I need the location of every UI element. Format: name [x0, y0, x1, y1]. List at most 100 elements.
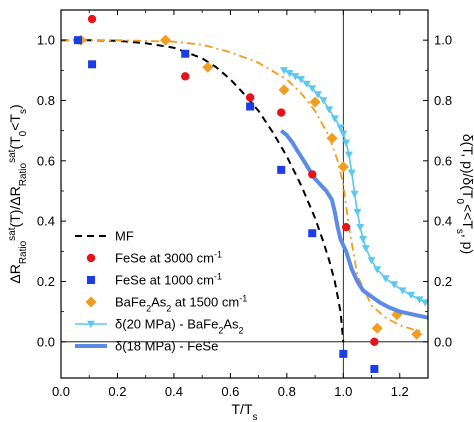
x-axis-ticks: 0.0 0.2 0.4 0.6 0.8 1.0 1.2: [52, 10, 409, 399]
data-point: [398, 287, 407, 295]
data-point: [339, 349, 348, 358]
data-point: [308, 229, 317, 238]
x-tick-label: 0.4: [165, 384, 183, 399]
data-point: [159, 34, 171, 46]
y-axis-left-title: ΔRRatiosat(T)/ΔRRatiosat(T0<Ts): [7, 104, 29, 283]
data-point: [390, 281, 399, 289]
data-point: [344, 151, 353, 159]
x-tick-label: 1.2: [391, 384, 409, 399]
data-point: [347, 169, 356, 177]
data-point: [326, 132, 338, 144]
plot-frame: [60, 9, 429, 379]
data-point: [330, 115, 339, 123]
y-left-title-part: ): [7, 104, 23, 109]
legend-label-fese-1000: FeSe at 1000 cm-1: [115, 272, 222, 288]
legend-label-part: at 1500 cm: [171, 295, 239, 310]
data-point: [361, 245, 370, 253]
data-point: [370, 364, 379, 373]
data-point: [342, 139, 351, 147]
legend-label-part: As: [223, 317, 239, 332]
data-point: [285, 70, 294, 78]
y-tick-label: 0.8: [37, 93, 55, 108]
legend-marker: [86, 253, 96, 263]
data-point: [88, 60, 97, 69]
y-right-title-part: s: [455, 229, 466, 234]
data-point: [337, 161, 349, 173]
data-point: [319, 97, 328, 105]
series-5: [279, 129, 429, 320]
y-left-title-part: Ratio: [18, 240, 29, 264]
y-right-tick-label: 0.8: [434, 93, 452, 108]
legend-entry-delta-18mpa: δ(18 MPa) - FeSe: [75, 339, 218, 354]
legend-label-fese-3000: FeSe at 3000 cm-1: [115, 250, 222, 266]
legend-label-part: FeSe at 3000 cm: [115, 251, 214, 266]
x-axis-title-sub: s: [253, 412, 258, 422]
data-point: [367, 257, 376, 265]
legend-label-part: 2: [146, 304, 151, 314]
x-tick-label: 0.0: [52, 384, 70, 399]
data-point: [407, 291, 416, 300]
legend-label-part: -1: [239, 294, 247, 304]
data-point: [370, 337, 379, 347]
legend-entry-fese-1000: FeSe at 1000 cm-1: [87, 272, 222, 288]
data-point: [373, 266, 382, 274]
legend-marker: [85, 296, 97, 308]
series-0: [61, 39, 345, 342]
y-left-title-part: s: [18, 109, 29, 114]
data-point: [278, 84, 290, 96]
y-right-axis-ticks: 0.0 0.2 0.4 0.6 0.8 1.0: [423, 33, 452, 349]
x-tick-label: 0.6: [221, 384, 239, 399]
legend-marker: [87, 276, 95, 284]
series-line: [279, 129, 429, 320]
data-point: [280, 67, 289, 75]
data-point: [87, 14, 97, 24]
legend-label-part: δ(18 MPa) - FeSe: [115, 339, 218, 354]
series-line: [283, 69, 426, 304]
legend-label-mf: MF: [115, 229, 134, 244]
y-right-title-part: δ(T, p)/δ(T: [460, 134, 474, 199]
legend-label-delta-20mpa: δ(20 MPa) - BaFe2As2: [115, 317, 244, 336]
data-point: [371, 322, 383, 334]
legend-label-part: 2: [166, 304, 171, 314]
y-left-title-part: (T: [7, 136, 23, 150]
legend-label-bafe2as2-1500: BaFe2As2 at 1500 cm-1: [115, 294, 247, 314]
y-tick-label: 0.4: [37, 214, 55, 229]
data-point: [325, 106, 334, 114]
y-left-title-part: <T: [7, 114, 23, 131]
data-point: [181, 72, 190, 81]
y-right-title-part: , p): [460, 234, 474, 254]
legend-label-part: FeSe at 1000 cm: [115, 273, 214, 288]
data-point: [202, 61, 214, 73]
data-point: [359, 236, 368, 244]
data-point: [411, 328, 423, 340]
legend-entry-bafe2as2-1500: BaFe2As2 at 1500 cm-1: [85, 294, 247, 314]
data-point: [277, 165, 286, 174]
legend-marker: [87, 320, 95, 328]
legend-label-part: MF: [115, 229, 134, 244]
y-right-title-part: <<T: [460, 204, 474, 229]
y-axis-right-title: δ(T, p)/δ(T0<<Ts, p): [455, 134, 474, 254]
legend-symbol-fese-3000: [86, 253, 96, 263]
data-point: [350, 190, 359, 198]
legend-label-part: BaFe: [115, 295, 146, 310]
data-point: [381, 275, 390, 283]
y-right-tick-label: 0.2: [434, 274, 452, 289]
series-1: [87, 14, 379, 347]
legend-label-part: δ(20 MPa) - BaFe: [115, 317, 218, 332]
series-line: [61, 39, 345, 342]
legend-label-part: 2: [239, 326, 244, 336]
y-left-title-part: sat: [7, 149, 18, 163]
data-point: [421, 299, 430, 307]
y-tick-label: 0.0: [37, 334, 55, 349]
data-point: [296, 76, 305, 84]
y-left-title-part: Ratio: [18, 162, 29, 186]
series-fit-line: [61, 39, 423, 333]
data-point: [246, 102, 255, 111]
legend-symbol-bafe2as2-1500: [85, 296, 97, 308]
x-tick-label: 0.8: [278, 384, 296, 399]
legend-label-delta-18mpa: δ(18 MPa) - FeSe: [115, 339, 218, 354]
y-right-title-part: 0: [455, 198, 466, 204]
legend-symbol-fese-1000: [87, 276, 95, 284]
legend-label-part: -1: [214, 250, 222, 260]
